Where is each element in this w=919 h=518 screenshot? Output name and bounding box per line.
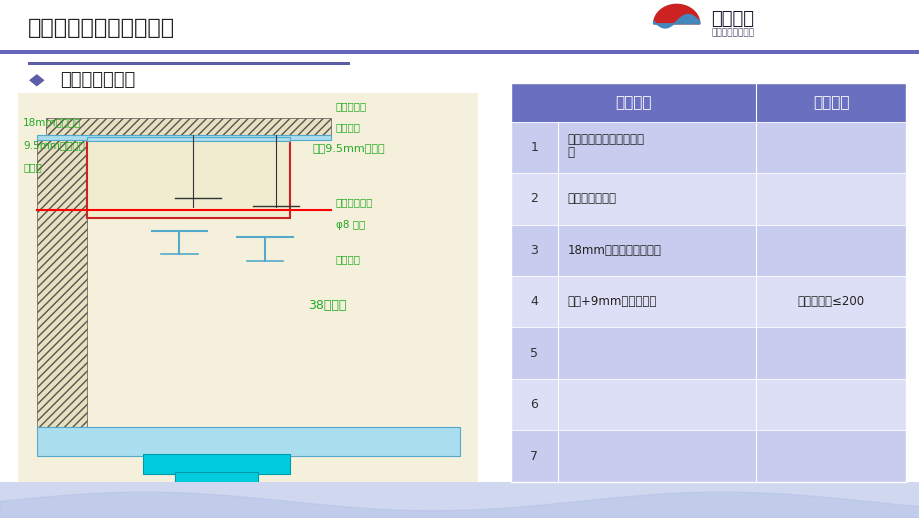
Text: 3: 3 bbox=[530, 244, 538, 257]
Text: 主龙骨和副龙骨: 主龙骨和副龙骨 bbox=[567, 192, 616, 205]
Text: 合格标准: 合格标准 bbox=[811, 95, 848, 110]
Bar bbox=[87, 140, 289, 218]
Text: 4: 4 bbox=[530, 295, 538, 308]
Text: 6: 6 bbox=[530, 398, 538, 411]
Bar bbox=[37, 135, 331, 140]
Bar bbox=[510, 327, 905, 379]
Bar bbox=[28, 62, 349, 65]
Bar bbox=[0, 482, 919, 518]
Bar bbox=[510, 430, 905, 482]
Bar bbox=[18, 93, 478, 487]
Text: 工艺流程: 工艺流程 bbox=[614, 95, 651, 110]
Bar bbox=[510, 173, 905, 225]
Text: 距窗洞长度≤200: 距窗洞长度≤200 bbox=[797, 295, 864, 308]
Text: 装修木工施工工艺及标准: 装修木工施工工艺及标准 bbox=[28, 19, 175, 38]
Text: 专用丝杆吊簧: 专用丝杆吊簧 bbox=[335, 197, 373, 207]
Bar bbox=[510, 83, 905, 122]
Bar bbox=[46, 118, 331, 140]
Text: 龙骨吊件: 龙骨吊件 bbox=[335, 254, 360, 264]
Text: 1: 1 bbox=[530, 141, 538, 154]
Text: 9.5mm厚石膏板: 9.5mm厚石膏板 bbox=[23, 140, 85, 150]
Text: 窗帘盒制作节点: 窗帘盒制作节点 bbox=[60, 71, 135, 89]
Bar bbox=[510, 276, 905, 327]
Text: φ8 吊筋: φ8 吊筋 bbox=[335, 220, 365, 231]
Text: 18mm细木工板: 18mm细木工板 bbox=[23, 117, 82, 127]
Text: Page 4: Page 4 bbox=[782, 491, 817, 501]
Bar bbox=[0, 50, 919, 54]
Text: 用心构筑美好生活: 用心构筑美好生活 bbox=[705, 503, 766, 516]
Bar bbox=[510, 122, 905, 173]
Bar bbox=[142, 483, 289, 488]
Text: 涂氰结构层: 涂氰结构层 bbox=[335, 101, 367, 111]
Bar bbox=[87, 137, 289, 141]
Bar bbox=[175, 472, 257, 485]
Text: 双层9.5mm石膏板: 双层9.5mm石膏板 bbox=[312, 142, 385, 153]
Bar bbox=[510, 379, 905, 430]
Text: 双层+9mm石膏板封板: 双层+9mm石膏板封板 bbox=[567, 295, 656, 308]
Bar bbox=[142, 454, 289, 474]
Text: 5: 5 bbox=[529, 347, 538, 359]
Text: 18mm细木工板制作盒体: 18mm细木工板制作盒体 bbox=[567, 244, 661, 257]
Bar bbox=[37, 140, 87, 440]
Text: 用心构筑美好生活: 用心构筑美好生活 bbox=[710, 28, 754, 37]
Text: 吊杆、边龙骨膨胀螺丝安: 吊杆、边龙骨膨胀螺丝安 bbox=[567, 133, 643, 146]
Text: 7: 7 bbox=[529, 450, 538, 463]
Text: 38主龙骨: 38主龙骨 bbox=[308, 299, 346, 312]
Polygon shape bbox=[29, 74, 44, 87]
Bar bbox=[37, 427, 460, 456]
Text: 轻钢龙骨: 轻钢龙骨 bbox=[335, 122, 360, 132]
Text: 装: 装 bbox=[567, 146, 573, 159]
Bar bbox=[510, 83, 905, 482]
Text: 木龙骨: 木龙骨 bbox=[23, 162, 41, 172]
Text: 2: 2 bbox=[530, 192, 538, 205]
Text: 旭辉地产: 旭辉地产 bbox=[710, 10, 754, 28]
Bar bbox=[510, 225, 905, 276]
